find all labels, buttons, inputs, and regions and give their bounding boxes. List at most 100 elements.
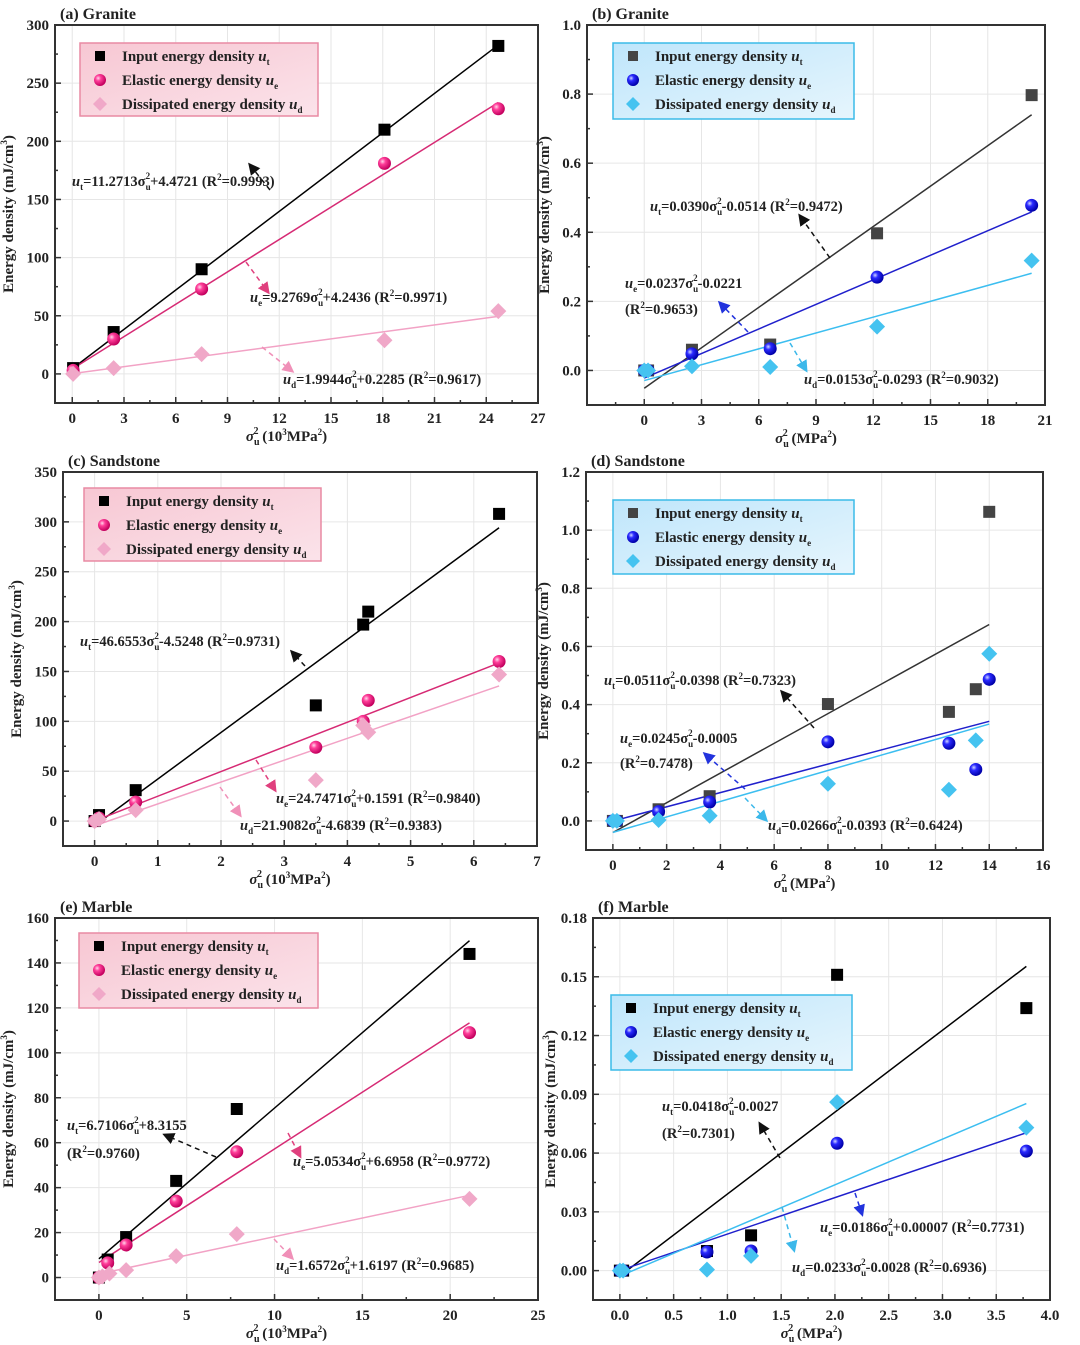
data-point-diamond	[490, 303, 507, 320]
legend-label: Elastic energy density ue	[121, 963, 277, 981]
legend-item-e: Elastic energy density ue	[627, 530, 811, 548]
legend-label: Elastic energy density ue	[655, 73, 811, 91]
data-point-sphere	[107, 332, 121, 346]
annotation-arrow	[289, 649, 306, 667]
legend-label: Dissipated energy density ud	[126, 542, 306, 560]
legend-label: Input energy density ut	[655, 506, 803, 524]
legend-label: Elastic energy density ue	[653, 1025, 809, 1043]
x-tick-label: 25	[531, 1308, 546, 1324]
annotation-arrow	[789, 342, 808, 373]
y-tick-label: 50	[34, 309, 49, 325]
annotation-arrow	[781, 1206, 798, 1253]
fit-lines	[612, 623, 990, 834]
y-axis: 0.0 0.2 0.4 0.6 0.8 1.0 1.2	[561, 465, 592, 830]
data-point-square	[492, 39, 505, 52]
panel-title: (b) Granite	[592, 6, 669, 23]
x-tick-label: 27	[531, 411, 547, 427]
data-point-square	[129, 784, 142, 797]
x-tick-label: 18	[375, 411, 390, 427]
data-point-square	[969, 683, 982, 696]
data-point-diamond	[940, 781, 957, 798]
square-marker-icon	[628, 51, 638, 61]
fit-equation-text: ud=21.9082σu2-4.6839 (R2=0.9383)	[240, 815, 442, 836]
legend-box	[612, 42, 855, 120]
y-axis: 0 20 40 60 80 100 120 140 160	[27, 911, 61, 1287]
y-tick-label: 0.09	[561, 1087, 587, 1103]
fit-equation-d: ud=21.9082σu2-4.6839 (R2=0.9383)	[219, 786, 442, 836]
series-e-points	[92, 1026, 477, 1285]
fit-equation-e: ue=9.2769σu2+4.2436 (R2=0.9971)	[245, 261, 447, 308]
square-marker-icon	[626, 1003, 636, 1013]
data-point-sphere	[463, 1026, 477, 1040]
panel-title: (d) Sandstone	[591, 453, 685, 470]
legend: Input energy density ut Elastic energy de…	[78, 932, 319, 1009]
y-tick-label: 0.8	[561, 581, 580, 597]
data-point-diamond	[608, 812, 625, 829]
y-tick-label: 150	[27, 192, 50, 208]
y-tick-label: 0.00	[561, 1264, 587, 1280]
data-point-diamond	[307, 772, 324, 789]
sphere-marker-icon	[627, 74, 639, 86]
data-point-sphere	[763, 342, 777, 356]
y-tick-label: 0.12	[561, 1029, 587, 1045]
series-d-points	[611, 1094, 1035, 1279]
x-tick-label: 9	[812, 413, 820, 429]
series-e-points	[613, 1136, 1033, 1278]
legend-item-t: Input energy density ut	[95, 49, 270, 67]
legend-label: Elastic energy density ue	[122, 73, 278, 91]
legend-item-t: Input energy density ut	[628, 49, 803, 67]
data-point-diamond	[168, 1248, 185, 1265]
annotation-arrow	[261, 346, 295, 373]
fit-equation-r2: (R2=0.7478)	[620, 754, 693, 772]
annotation-arrow	[219, 786, 242, 818]
y-tick-label: 40	[34, 1181, 49, 1197]
x-tick-label: 12	[272, 411, 287, 427]
legend-box	[610, 994, 853, 1071]
legend-item-e: Elastic energy density ue	[625, 1025, 809, 1043]
data-point-sphere	[652, 805, 666, 819]
legend-item-t: Input energy density ut	[99, 494, 274, 512]
x-tick-label: 3.5	[987, 1308, 1006, 1324]
data-point-square	[357, 618, 370, 631]
annotation-arrow	[758, 1121, 781, 1159]
sphere-marker-icon	[94, 74, 106, 86]
legend-item-d: Dissipated energy density ud	[624, 1049, 833, 1067]
sphere-marker-icon	[625, 1026, 637, 1038]
diamond-marker-icon	[97, 542, 111, 556]
x-tick-label: 4	[717, 858, 725, 874]
legend: Input energy density ut Elastic energy de…	[612, 42, 855, 120]
data-point-sphere	[1019, 1144, 1033, 1158]
x-axis: 0 2 4 6 8 10 12 14 16	[609, 844, 1051, 874]
annotation-arrow	[287, 1132, 302, 1159]
y-tick-label: 250	[27, 76, 50, 92]
legend-label: Dissipated energy density ud	[121, 987, 301, 1005]
data-point-diamond	[461, 1190, 478, 1207]
fit-equation-t: ut=46.6553σu2-4.5248 (R2=0.9731)	[80, 631, 306, 667]
data-point-diamond	[1018, 1119, 1035, 1136]
legend-label: Input energy density ut	[122, 49, 270, 67]
y-tick-label: 250	[35, 565, 58, 581]
legend-item-d: Dissipated energy density ud	[97, 542, 306, 560]
grid-lines	[55, 918, 538, 1300]
y-tick-label: 0.6	[562, 156, 581, 172]
data-point-diamond	[701, 807, 718, 824]
y-axis: 0 50 100 150 200 250 300 350	[35, 465, 69, 830]
data-point-diamond	[967, 732, 984, 749]
legend-item-t: Input energy density ut	[628, 506, 803, 524]
fit-equation-e: ue=24.7471σu2+0.1591 (R2=0.9840)	[255, 759, 481, 809]
x-tick-label: 6	[755, 413, 763, 429]
fit-equation-text: ud=0.0233σu2-0.0028 (R2=0.6936)	[792, 1257, 987, 1278]
legend-box	[83, 487, 322, 562]
chart-panel-f: 0.0 0.5 1.0 1.5 2.0 2.5 3.0 3.5 4.00.000.030.060…	[541, 899, 1059, 1345]
fit-equation-text: ut=0.0511σu2-0.0398 (R2=0.7323)	[604, 670, 796, 691]
data-point-diamond	[615, 1262, 632, 1279]
y-tick-label: 50	[42, 764, 57, 780]
annotation-arrow	[853, 1192, 865, 1217]
data-point-diamond	[640, 362, 657, 379]
y-tick-label: 0.18	[561, 911, 587, 927]
y-tick-label: 0.6	[561, 639, 580, 655]
x-tick-label: 7	[533, 854, 541, 870]
square-marker-icon	[94, 941, 104, 951]
y-tick-label: 1.2	[561, 465, 580, 481]
fit-lines	[98, 940, 470, 1275]
